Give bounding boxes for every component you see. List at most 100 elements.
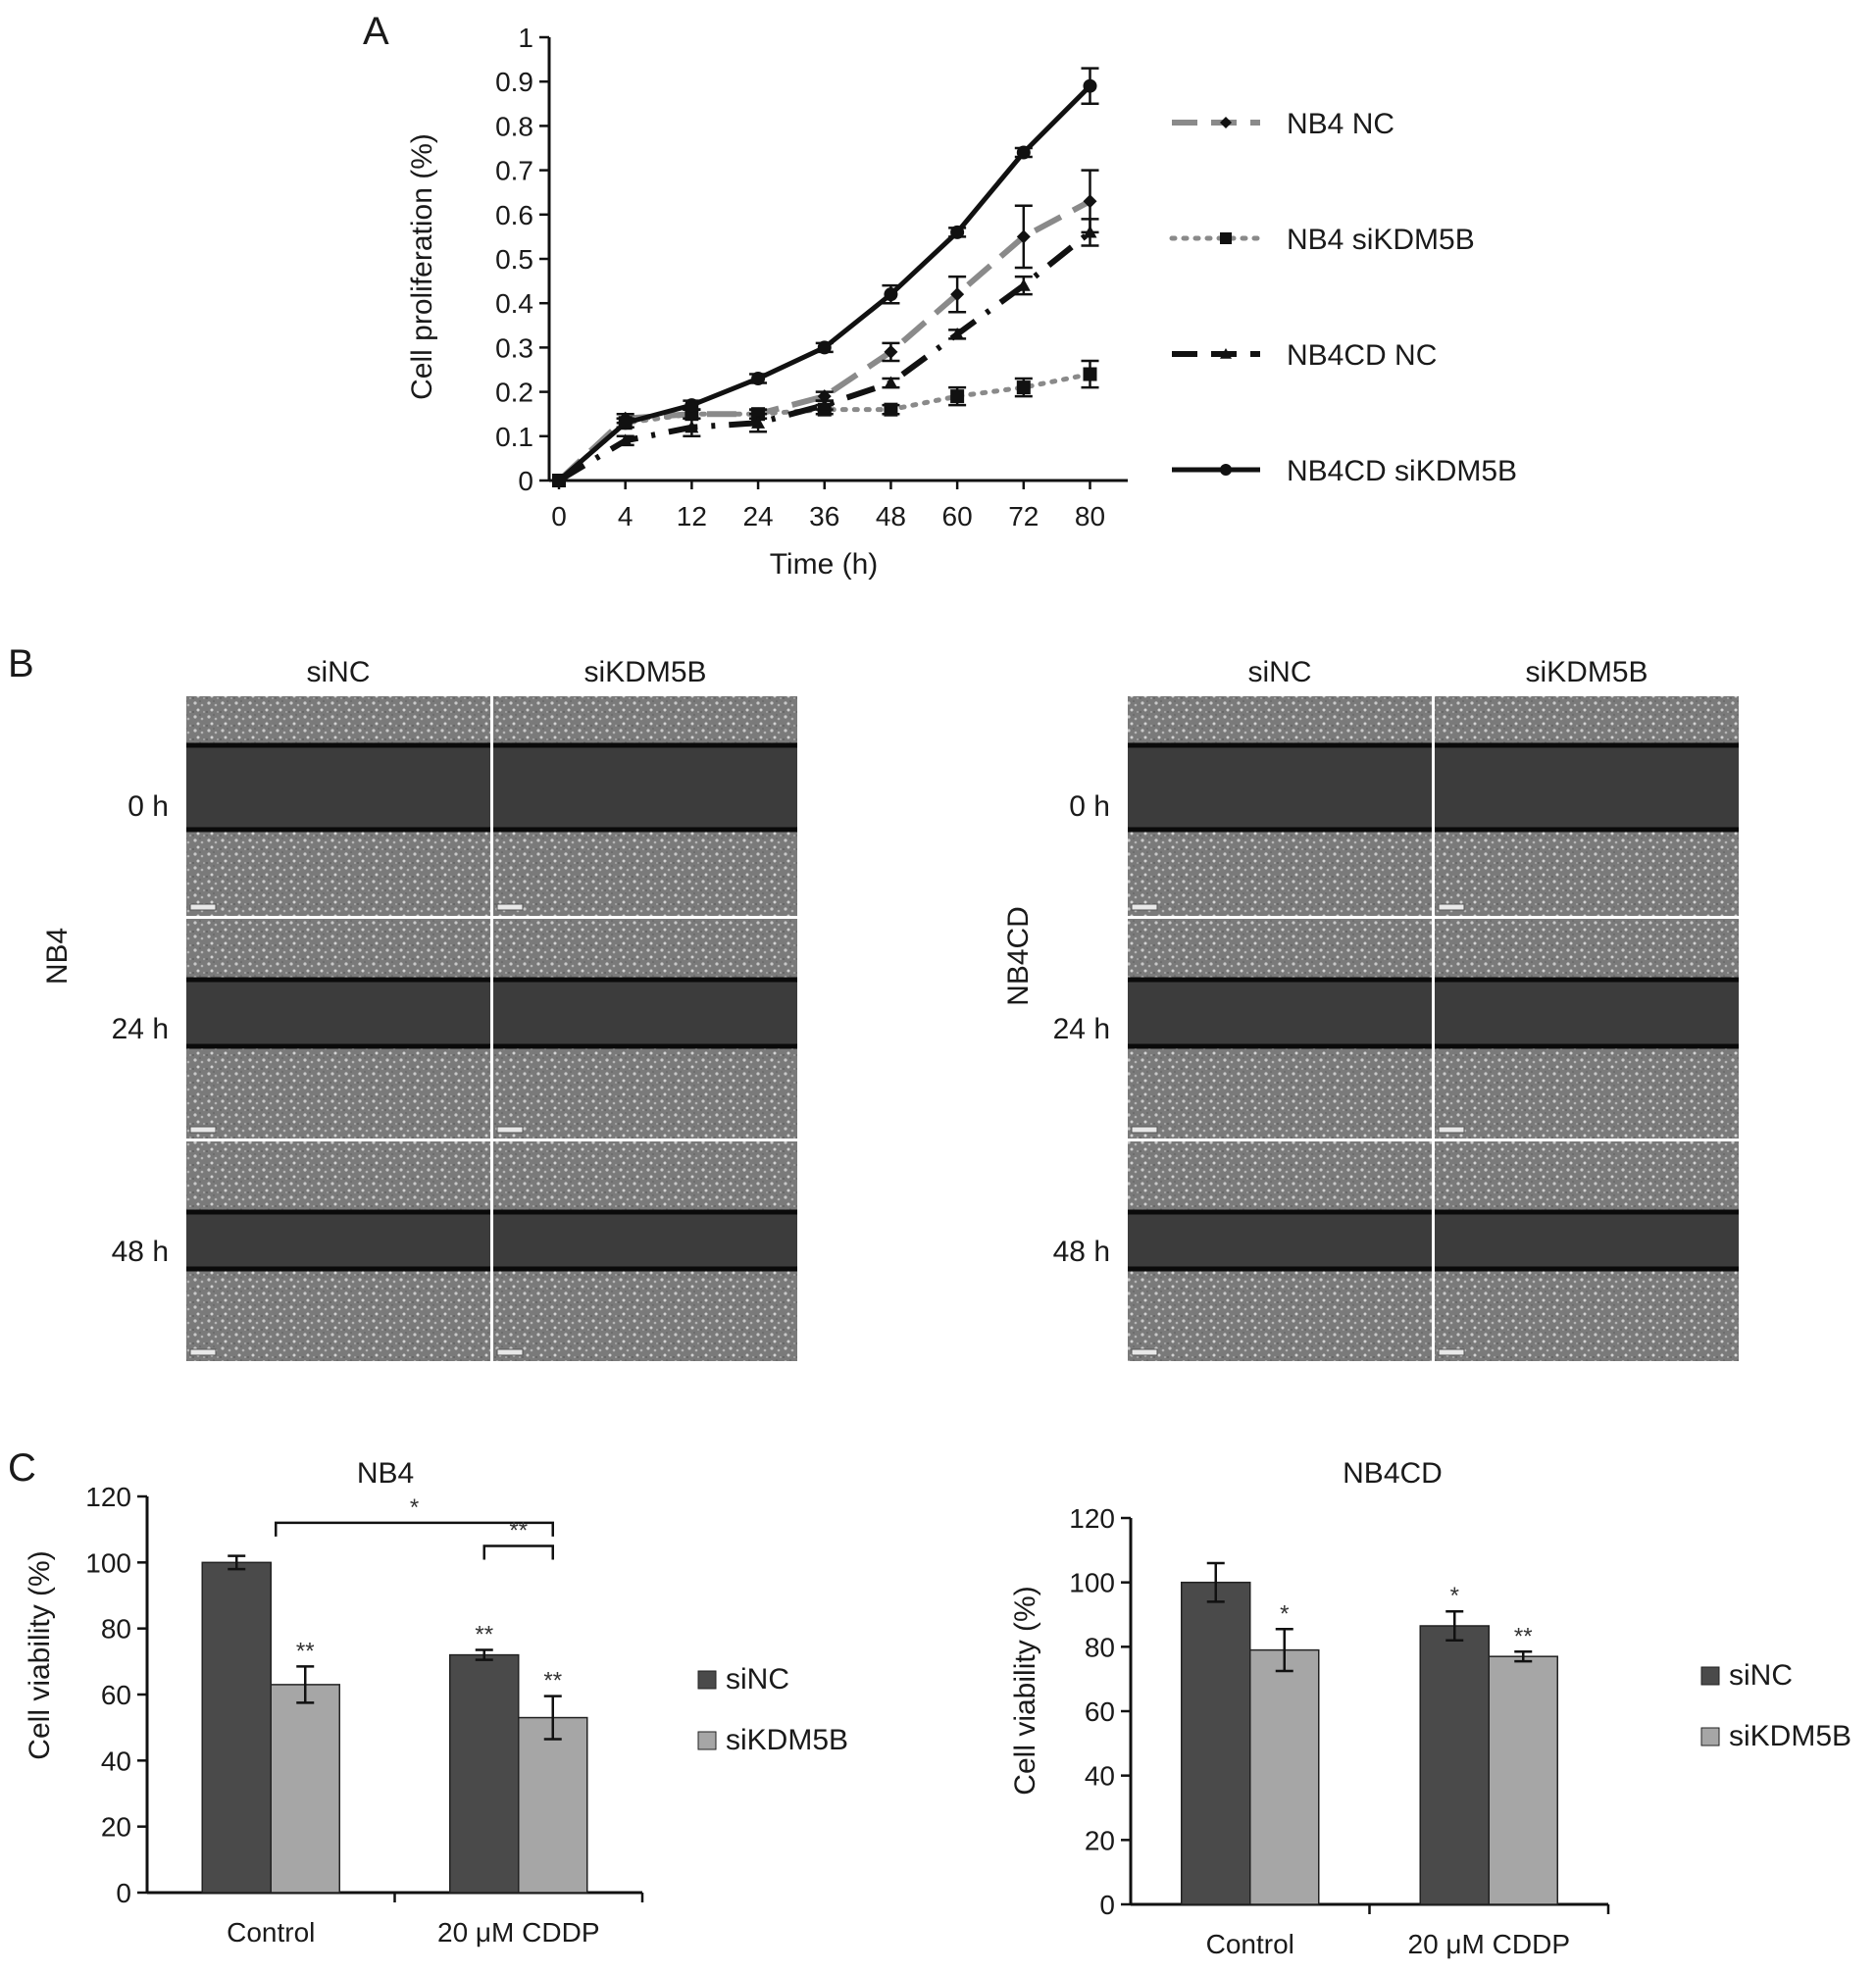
scratch-column-label: siNC (307, 656, 371, 688)
bar-legend-swatch (1700, 1666, 1720, 1686)
line-chart-point (1220, 348, 1232, 359)
line-chart-point (618, 433, 633, 446)
line-chart-point (1083, 225, 1097, 238)
legend-item: NB4CD NC (1172, 339, 1437, 372)
bar-chart-y-tick-label: 40 (1085, 1761, 1115, 1792)
bar-legend-label: siNC (1729, 1659, 1793, 1692)
bar-chart-y-tick-label: 20 (1085, 1825, 1115, 1855)
scratch-wound-area (1435, 980, 1739, 1046)
bar-chart-category-label: Control (227, 1917, 315, 1948)
scratch-image (186, 919, 490, 1139)
bar-chart-y-tick-label: 120 (85, 1482, 131, 1512)
line-chart-point (751, 372, 766, 386)
line-chart-y-tick-label: 0.1 (495, 422, 533, 452)
scale-bar (1438, 1126, 1465, 1134)
bar-chart-nb4cd-title: NB4CD (1343, 1457, 1443, 1490)
line-chart-x-tick-label: 0 (551, 501, 567, 531)
legend-label: NB4CD NC (1287, 339, 1437, 372)
bar-chart-y-tick-label: 120 (1069, 1503, 1115, 1534)
bar-chart-y-tick-label: 40 (101, 1746, 131, 1776)
legend-item: NB4CD siKDM5B (1172, 455, 1517, 487)
scratch-group-label-nb4: NB4 (41, 928, 74, 985)
scale-bar (189, 1348, 217, 1356)
line-chart-y-tick-label: 0.6 (495, 200, 533, 230)
significance-bracket-label: ** (509, 1518, 528, 1544)
bar-chart-y-tick-label: 80 (1085, 1632, 1115, 1662)
scratch-wound-area (493, 745, 797, 830)
scratch-image (1128, 696, 1432, 916)
line-chart-point (950, 389, 965, 404)
bar-chart-y-tick-label: 100 (85, 1547, 131, 1578)
bar-significance-label: ** (475, 1622, 493, 1648)
scratch-wound-area (186, 745, 490, 830)
line-chart-x-axis-label: Time (h) (770, 548, 879, 581)
scratch-wound-area (493, 1212, 797, 1269)
bar-chart-category-label: Control (1206, 1929, 1294, 1959)
bar-chart-y-tick-label: 60 (1085, 1696, 1115, 1727)
bar-chart-nb4-title: NB4 (357, 1457, 414, 1490)
line-chart-y-tick-label: 0.5 (495, 244, 533, 275)
scratch-wound-area (1128, 1212, 1432, 1269)
bar-chart-y-tick-label: 0 (116, 1878, 131, 1908)
bar (518, 1716, 588, 1894)
line-chart-proliferation: Cell proliferation (%) Time (h) 0 0.1 0.2 0… (406, 23, 1128, 581)
legend-label: NB4CD siKDM5B (1287, 455, 1517, 487)
scale-bar (1131, 1126, 1158, 1134)
bar-significance-label: ** (296, 1638, 315, 1664)
line-chart-point (884, 376, 898, 389)
legend-label: NB4 siKDM5B (1287, 224, 1475, 256)
scale-bar (1131, 1348, 1158, 1356)
scratch-column-label: siNC (1248, 656, 1312, 688)
scratch-wound-area (493, 980, 797, 1046)
line-chart-y-tick-label: 0.4 (495, 288, 533, 319)
bar-significance-label: ** (543, 1668, 562, 1695)
bar (201, 1561, 272, 1894)
line-chart-series-line (557, 229, 1092, 483)
bar-chart-y-tick-label: 60 (101, 1680, 131, 1710)
scratch-assay-nb4cd: NB4CD siNC siKDM5B 0 h 24 h 48 h (1002, 656, 1739, 1361)
bar-chart-category-label: 20 μM CDDP (437, 1917, 600, 1948)
legend-label: NB4 NC (1287, 108, 1394, 140)
scratch-image (186, 1141, 490, 1361)
bar-significance-label: * (1280, 1600, 1289, 1627)
line-chart-y-tick-label: 0.7 (495, 156, 533, 186)
bar-legend-label: siNC (726, 1663, 789, 1696)
bar (270, 1684, 340, 1894)
line-chart-point (1083, 78, 1097, 93)
line-chart-series (552, 359, 1099, 487)
panel-letter-c: C (8, 1446, 36, 1490)
line-chart-point (817, 340, 832, 355)
line-chart-y-tick-label: 0.3 (495, 332, 533, 363)
scale-bar (1438, 903, 1465, 911)
significance-bracket-label: * (410, 1494, 419, 1521)
scale-bar (496, 1348, 524, 1356)
line-chart-y-tick-label: 0.2 (495, 378, 533, 408)
scratch-image (1128, 919, 1432, 1139)
scratch-column-label: siKDM5B (583, 656, 706, 688)
line-chart-point (618, 416, 633, 430)
line-chart-x-tick-label: 80 (1075, 501, 1105, 531)
bar-chart-y-tick-label: 20 (101, 1812, 131, 1843)
line-chart-point (1220, 117, 1232, 128)
line-chart-point (884, 402, 898, 417)
scratch-wound-area (1435, 745, 1739, 830)
bar-chart-nb4cd: NB4CD Cell viability (%) 0 20 40 60 80 100 120… (1009, 1457, 1851, 1959)
line-chart-point (884, 287, 898, 302)
scratch-image (1128, 1141, 1432, 1361)
scale-bar (1438, 1348, 1465, 1356)
bar-chart-y-tick-label: 100 (1069, 1568, 1115, 1598)
scratch-assay-nb4: NB4 siNC siKDM5B 0 h 24 h 48 h (41, 656, 797, 1361)
scratch-group-label-nb4cd: NB4CD (1002, 906, 1035, 1006)
scratch-row-label: 48 h (112, 1236, 169, 1268)
scratch-image (186, 696, 490, 916)
bar-chart-y-tick-label: 0 (1099, 1890, 1115, 1920)
scratch-wound-area (186, 980, 490, 1046)
scratch-wound-area (1435, 1212, 1739, 1269)
scratch-row-label: 24 h (112, 1013, 169, 1045)
bar-legend-swatch (697, 1670, 717, 1690)
scale-bar (496, 1126, 524, 1134)
line-chart-point (1220, 464, 1232, 476)
bar (449, 1653, 520, 1894)
bar-chart-nb4-y-axis-label: Cell viability (%) (24, 1550, 56, 1759)
bar-legend-swatch (697, 1731, 717, 1750)
